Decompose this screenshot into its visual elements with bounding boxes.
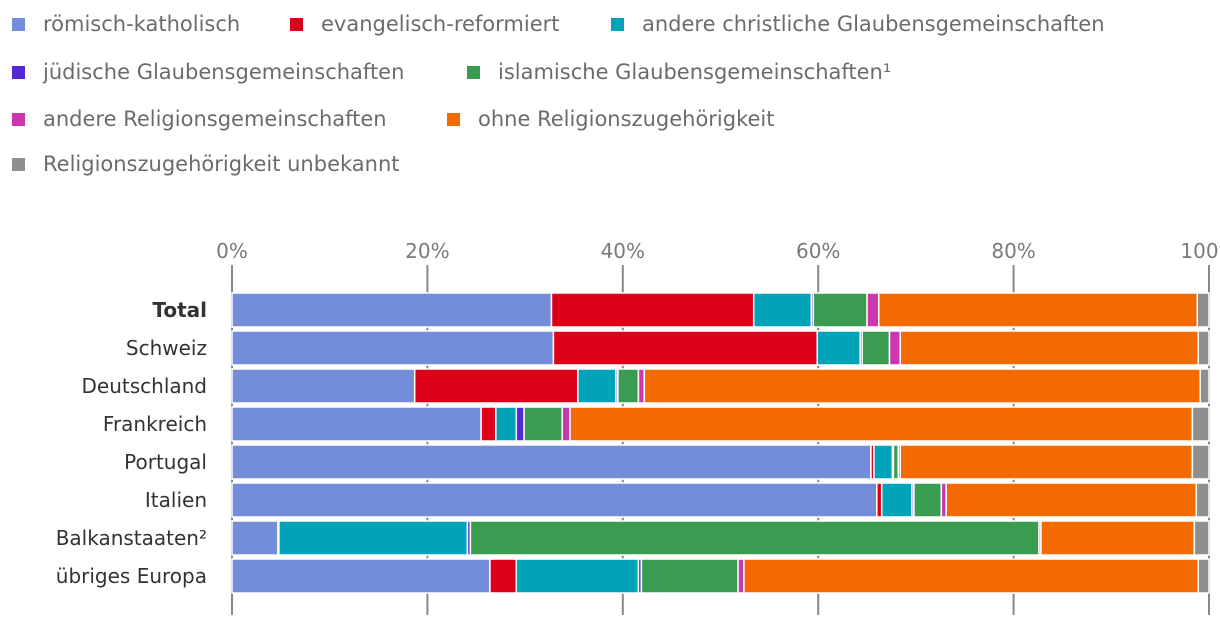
bar-segment (812, 292, 868, 328)
legend-item[interactable]: ohne Religionszugehörigkeit (447, 107, 775, 131)
x-tick-label: 40% (601, 239, 645, 263)
bar-segment (231, 520, 279, 556)
x-tick-label: 0% (216, 239, 248, 263)
bar-segment (1199, 368, 1210, 404)
x-tick-label: 100% (1180, 239, 1220, 263)
x-tick-label: 80% (991, 239, 1035, 263)
bar-segment (278, 520, 469, 556)
category-label: Frankreich (103, 412, 207, 436)
legend-label: andere Religionsgemeinschaften (43, 107, 387, 131)
legend-label: jüdische Glaubensgemeinschaften (43, 60, 405, 84)
x-tick-label: 60% (796, 239, 840, 263)
bar-segment (873, 444, 894, 480)
bar-segment (899, 444, 1194, 480)
bar-segment (945, 482, 1198, 518)
bar-segment (561, 406, 571, 442)
bar-segment (552, 330, 818, 366)
bar-segment (413, 368, 579, 404)
bar-segment (617, 368, 640, 404)
legend-item[interactable]: römisch-katholisch (12, 12, 240, 36)
bar-segment (231, 558, 491, 594)
bar-segment (913, 482, 943, 518)
bar-segment (1197, 558, 1210, 594)
legend-item[interactable]: jüdische Glaubensgemeinschaften (12, 60, 404, 84)
legend-label: islamische Glaubensgemeinschaften¹ (498, 60, 892, 84)
bar-segment (469, 520, 1040, 556)
bar-segment (1195, 482, 1210, 518)
bar-segment (878, 292, 1199, 328)
bar-segment (866, 292, 880, 328)
legend-label: andere christliche Glaubensgemeinschafte… (642, 12, 1105, 36)
bar-segment (1040, 520, 1196, 556)
category-label: Portugal (124, 450, 207, 474)
bar-segment (231, 330, 555, 366)
legend-label: evangelisch-reformiert (321, 12, 560, 36)
category-label: Total (152, 298, 207, 322)
bar-segment (231, 444, 872, 480)
bar-segment (1191, 406, 1210, 442)
bar-segment (637, 368, 646, 404)
bar-segment (880, 482, 913, 518)
legend-swatch (447, 112, 460, 126)
bar-segment (743, 558, 1200, 594)
bar-segment (489, 558, 518, 594)
bar-segment (577, 368, 617, 404)
legend-item[interactable]: andere Religionsgemeinschaften (12, 107, 387, 131)
bar-segment (752, 292, 813, 328)
legend-label: römisch-katholisch (43, 12, 241, 36)
legend-item[interactable]: evangelisch-reformiert (290, 12, 560, 36)
x-tick-label: 20% (405, 239, 449, 263)
bar-segment (515, 406, 525, 442)
bar-segment (899, 330, 1200, 366)
legend-label: ohne Religionszugehörigkeit (478, 107, 775, 131)
bar-segment (1193, 520, 1210, 556)
category-label: übriges Europa (56, 564, 207, 588)
category-label: Balkanstaaten² (56, 526, 207, 550)
bar-segment (888, 330, 902, 366)
bar-segment (523, 406, 563, 442)
bar-segment (231, 406, 482, 442)
bar-segment (1191, 444, 1210, 480)
bar-segment (495, 406, 518, 442)
legend-swatch (12, 65, 25, 79)
category-label: Schweiz (126, 336, 207, 360)
bar-segment (640, 558, 739, 594)
bar-segment (569, 406, 1194, 442)
bar-segment (1196, 292, 1210, 328)
legend-swatch (12, 112, 25, 126)
category-label: Italien (145, 488, 207, 512)
legend-item[interactable]: andere christliche Glaubensgemeinschafte… (611, 12, 1105, 36)
legend-swatch (467, 65, 480, 79)
legend-swatch (12, 157, 25, 171)
legend-swatch (12, 17, 25, 31)
bar-segment (231, 368, 416, 404)
legend-swatch (290, 17, 303, 31)
bar-segment (231, 482, 878, 518)
bar-segment (480, 406, 497, 442)
bar-segment (737, 558, 745, 594)
bar-segment (1197, 330, 1210, 366)
bar-segment (550, 292, 755, 328)
bar-segment (861, 330, 891, 366)
legend-swatch (611, 17, 624, 31)
bar-segment (231, 292, 553, 328)
legend-label: Religionszugehörigkeit unbekannt (43, 152, 400, 176)
category-label: Deutschland (82, 374, 208, 398)
legend-item[interactable]: islamische Glaubensgemeinschaften¹ (467, 60, 891, 84)
bar-segment (643, 368, 1201, 404)
legend-item[interactable]: Religionszugehörigkeit unbekannt (12, 152, 400, 176)
bar-segment (515, 558, 640, 594)
bar-segment (816, 330, 861, 366)
